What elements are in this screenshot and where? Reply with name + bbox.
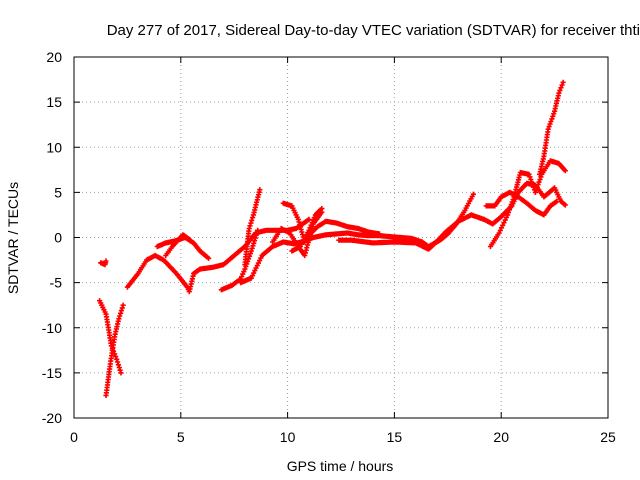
data-track xyxy=(218,227,261,293)
x-tick-label: 15 xyxy=(387,429,403,445)
data-track xyxy=(270,209,325,259)
y-tick-label: 5 xyxy=(54,184,62,200)
x-tick-label: 25 xyxy=(600,429,616,445)
data-track xyxy=(98,258,109,268)
data-track xyxy=(483,189,560,218)
y-tick-label: -10 xyxy=(42,320,62,336)
data-points xyxy=(97,79,568,398)
data-track xyxy=(163,232,192,259)
data-track xyxy=(242,187,263,268)
y-tick-label: 10 xyxy=(46,139,62,155)
y-tick-label: -20 xyxy=(42,410,62,426)
data-track xyxy=(103,302,126,398)
y-tick-label: -15 xyxy=(42,365,62,381)
data-track xyxy=(487,158,568,250)
chart-title: Day 277 of 2017, Sidereal Day-to-day VTE… xyxy=(107,22,640,39)
x-tick-label: 0 xyxy=(70,429,78,445)
x-tick-label: 10 xyxy=(280,429,296,445)
axis-ticks: 0 5 10 15 20 25 -20 -15 -10 -5 0 5 10 15 20 xyxy=(42,49,616,445)
x-tick-label: 20 xyxy=(493,429,509,445)
y-tick-label: -5 xyxy=(50,275,63,291)
plot-frame xyxy=(73,56,609,419)
y-tick-label: 20 xyxy=(46,49,62,65)
x-tick-label: 5 xyxy=(177,429,185,445)
data-track xyxy=(537,79,566,177)
y-tick-label: 15 xyxy=(46,94,62,110)
grid-lines xyxy=(74,57,608,418)
x-axis-label: GPS time / hours xyxy=(287,458,394,474)
y-tick-label: 0 xyxy=(54,230,62,246)
y-axis-label: SDTVAR / TECUs xyxy=(5,182,21,294)
data-track xyxy=(238,191,476,286)
